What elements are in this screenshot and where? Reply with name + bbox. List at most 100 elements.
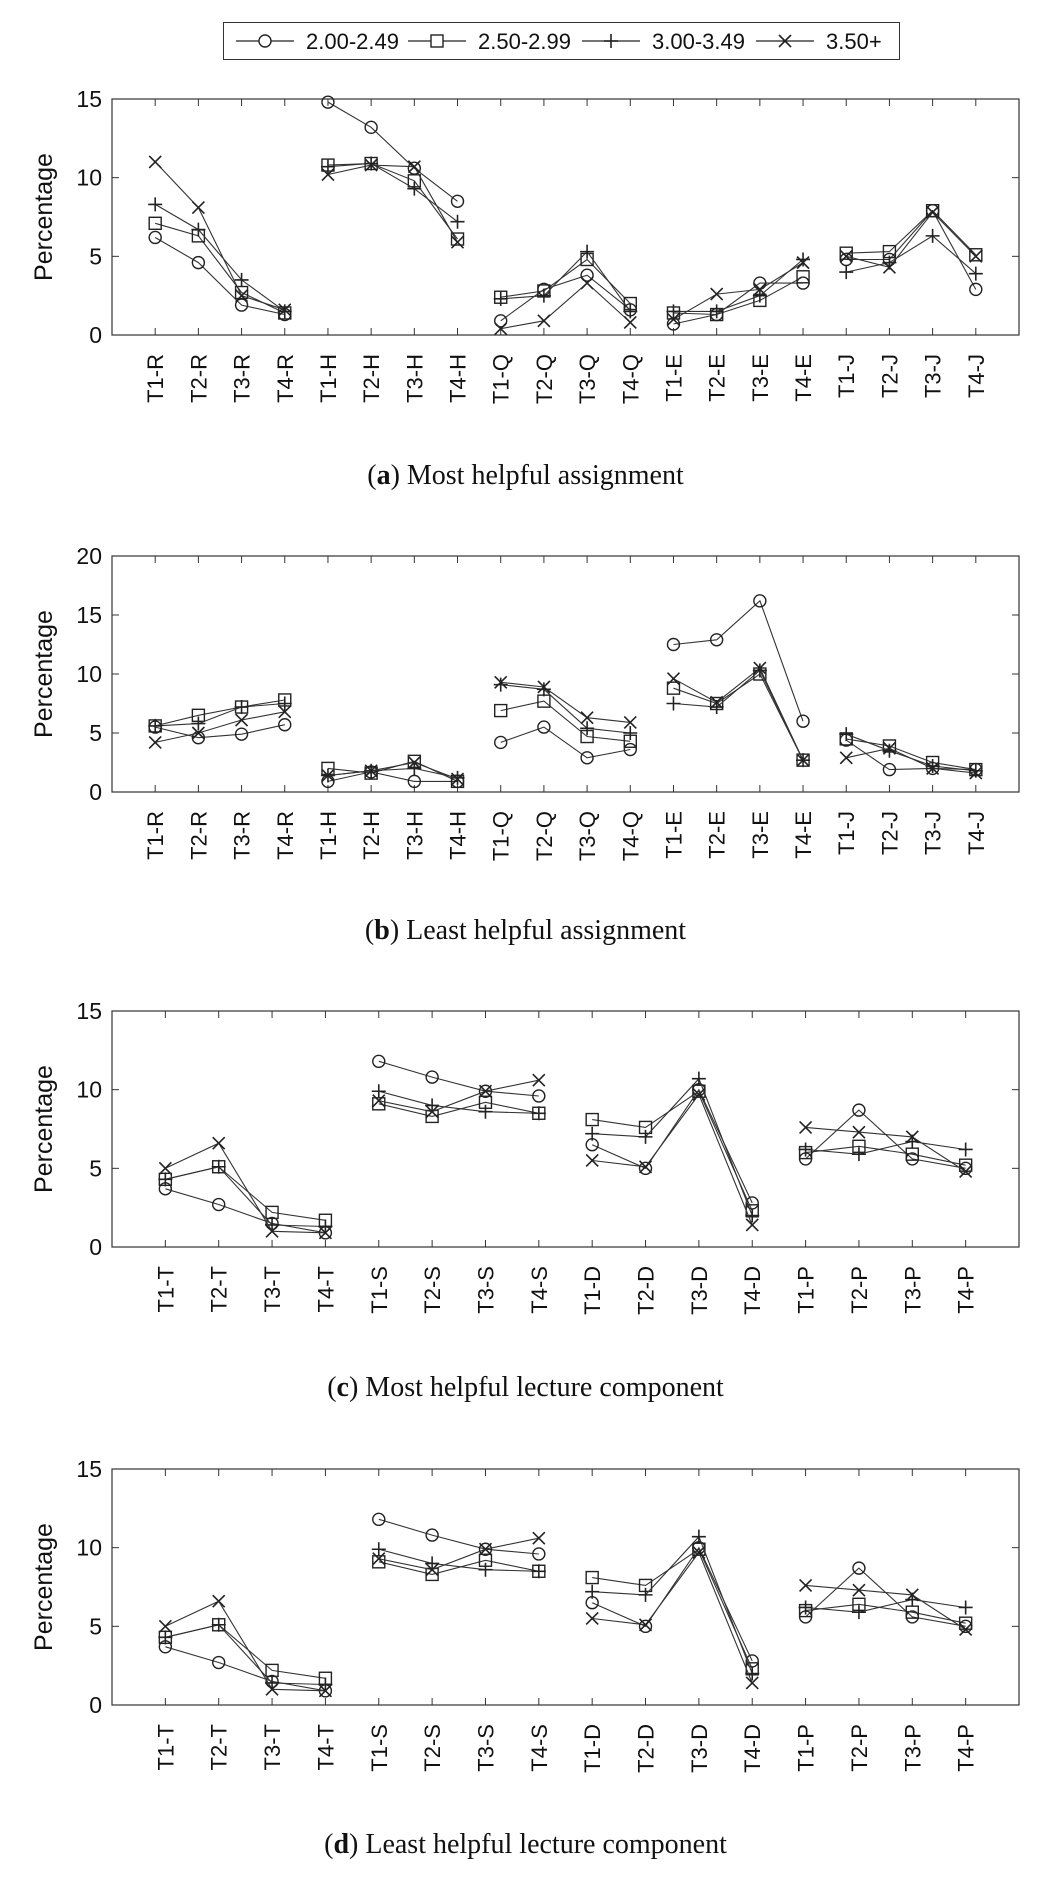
data-point [666, 681, 681, 695]
data-point [745, 1676, 759, 1690]
series-line [327, 162, 458, 240]
x-tick-label: T4-R [273, 354, 298, 403]
data-point [265, 1682, 279, 1696]
data-point [585, 1611, 599, 1626]
chart-caption: (a) Most helpful assignment [367, 460, 684, 491]
x-tick-label: T2-S [420, 1724, 445, 1772]
series-line [805, 1603, 966, 1624]
legend-entry-2-50-2-99: 2.50-2.99 [404, 23, 571, 59]
data-point [478, 1084, 493, 1098]
data-point [796, 753, 810, 767]
series-line [155, 702, 285, 727]
y-tick-label: 5 [89, 1155, 102, 1181]
data-point [478, 1104, 493, 1119]
data-point [691, 1071, 706, 1086]
data-point [321, 768, 335, 783]
chart-panel-a: 0 5 10 15 T1-R T2-R T3-R T4-R T1-H T2-H T3-H T4-H T1… [30, 86, 1020, 491]
x-tick-label: T2-P [847, 1266, 872, 1314]
data-point [580, 268, 594, 282]
data-point [745, 1666, 760, 1681]
data-point [532, 1089, 546, 1103]
plot-frame [111, 98, 1020, 336]
data-point [798, 1142, 813, 1157]
x-tick-label: T4-P [954, 1724, 979, 1772]
data-point [969, 249, 983, 263]
x-tick-label: T3-Q [575, 811, 600, 861]
data-point [191, 255, 206, 270]
x-tick-label: T4-E [791, 354, 816, 402]
data-point [478, 1542, 493, 1556]
data-point [493, 291, 508, 306]
x-tick-label: T2-Q [532, 354, 557, 404]
data-point [752, 663, 767, 678]
data-point [958, 1600, 973, 1615]
x-tick-label: T1-J [834, 811, 859, 855]
series-line [165, 1624, 326, 1679]
y-tick-label: 5 [89, 720, 102, 746]
legend-entry-2-00-2-49: 2.00-2.49 [232, 23, 399, 59]
data-point [710, 287, 724, 301]
series-line [846, 738, 976, 771]
data-point [318, 1684, 332, 1698]
data-point [265, 1224, 279, 1238]
data-point [191, 200, 205, 215]
data-point [585, 1112, 599, 1127]
data-point [585, 1126, 600, 1141]
data-point [925, 204, 940, 218]
data-point [318, 1677, 333, 1692]
series-line [500, 726, 631, 759]
data-point [623, 715, 637, 729]
x-tick-label: T1-R [143, 354, 168, 403]
data-point [745, 1218, 759, 1232]
data-point [478, 1084, 493, 1098]
data-point [585, 1570, 599, 1585]
series-line [165, 1142, 326, 1234]
y-tick-label: 10 [76, 165, 102, 191]
data-point [585, 1153, 599, 1168]
legend-label: 2.50-2.99 [478, 29, 571, 54]
data-point [882, 762, 897, 777]
data-point [158, 1630, 173, 1645]
data-point [407, 181, 422, 196]
x-tick-label: T1-Q [489, 811, 514, 861]
data-point [839, 249, 853, 263]
x-tick-label: T3-S [473, 1724, 498, 1772]
x-tick-label: T3-P [900, 1266, 925, 1314]
x-tick-label: T1-R [143, 811, 168, 860]
data-point [882, 741, 896, 755]
plot-frame [111, 555, 1020, 793]
data-point [580, 276, 594, 290]
data-point [691, 1529, 706, 1544]
data-point [212, 1594, 226, 1608]
data-point [407, 160, 421, 174]
data-point [580, 751, 594, 765]
data-point [799, 1578, 813, 1592]
x-tick-label: T1-E [661, 354, 686, 402]
series-line [154, 237, 285, 316]
data-point [478, 1542, 493, 1556]
data-point [852, 1583, 866, 1597]
data-point [959, 1164, 973, 1179]
x-tick-label: T2-E [705, 354, 730, 402]
data-point [191, 716, 206, 731]
data-point [321, 167, 335, 182]
data-point [478, 1562, 493, 1577]
x-tick-label: T3-D [687, 1724, 712, 1773]
y-axis-label: Percentage [30, 1065, 58, 1193]
data-point [623, 315, 637, 329]
data-point [234, 700, 249, 715]
plot-frame [111, 1010, 1020, 1248]
data-point [450, 232, 465, 246]
legend-entry-3-00-3-49: 3.00-3.49 [578, 23, 745, 59]
y-tick-label: 10 [76, 1077, 102, 1103]
data-point [450, 194, 465, 208]
x-tick-label: T4-Q [618, 811, 643, 861]
data-point [212, 1655, 226, 1670]
y-axis-label: Percentage [30, 1523, 58, 1651]
data-point [796, 714, 810, 728]
data-point [851, 1605, 866, 1620]
series-line [846, 235, 977, 275]
series-line [673, 262, 804, 320]
data-point [666, 312, 681, 326]
legend-label: 3.00-3.49 [652, 29, 745, 54]
